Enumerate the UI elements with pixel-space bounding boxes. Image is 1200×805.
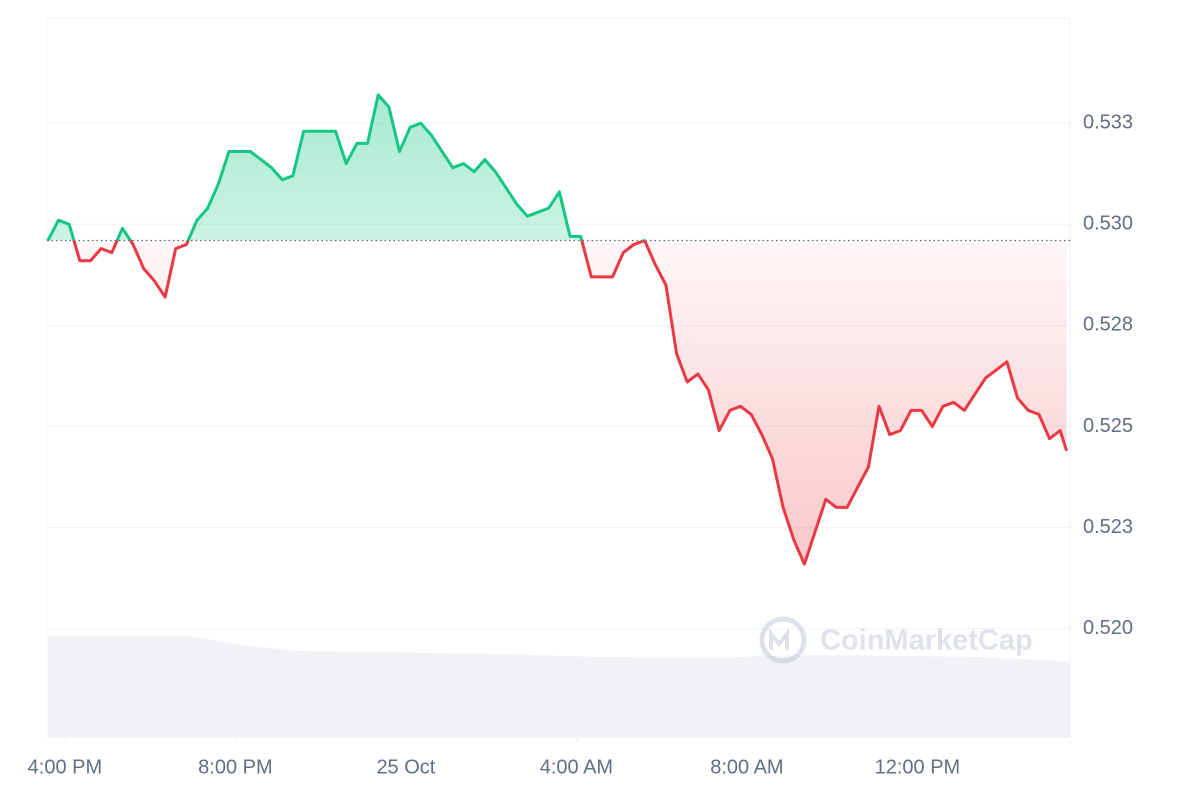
price-line <box>46 93 1069 566</box>
watermark-logo <box>769 628 789 650</box>
y-tick-label: 0.523 <box>1083 516 1133 538</box>
x-tick-label: 12:00 PM <box>875 756 961 778</box>
y-tick-label: 0.530 <box>1083 213 1133 235</box>
volume-backdrop <box>48 636 1070 738</box>
x-tick-label: 4:00 PM <box>28 756 102 778</box>
watermark-logo <box>759 616 807 664</box>
x-tick-label: 25 Oct <box>376 756 435 778</box>
y-tick-label: 0.520 <box>1083 617 1133 639</box>
y-tick-label: 0.533 <box>1083 111 1133 133</box>
y-tick-label: 0.525 <box>1083 415 1133 437</box>
x-tick-label: 4:00 AM <box>540 756 613 778</box>
x-tick-label: 8:00 PM <box>198 756 272 778</box>
area <box>47 94 1067 565</box>
watermark: CoinMarketCap <box>759 616 1033 664</box>
x-tick-label: 8:00 AM <box>710 756 783 778</box>
watermark-text: CoinMarketCap <box>820 625 1033 657</box>
y-tick-label: 0.528 <box>1083 314 1133 336</box>
